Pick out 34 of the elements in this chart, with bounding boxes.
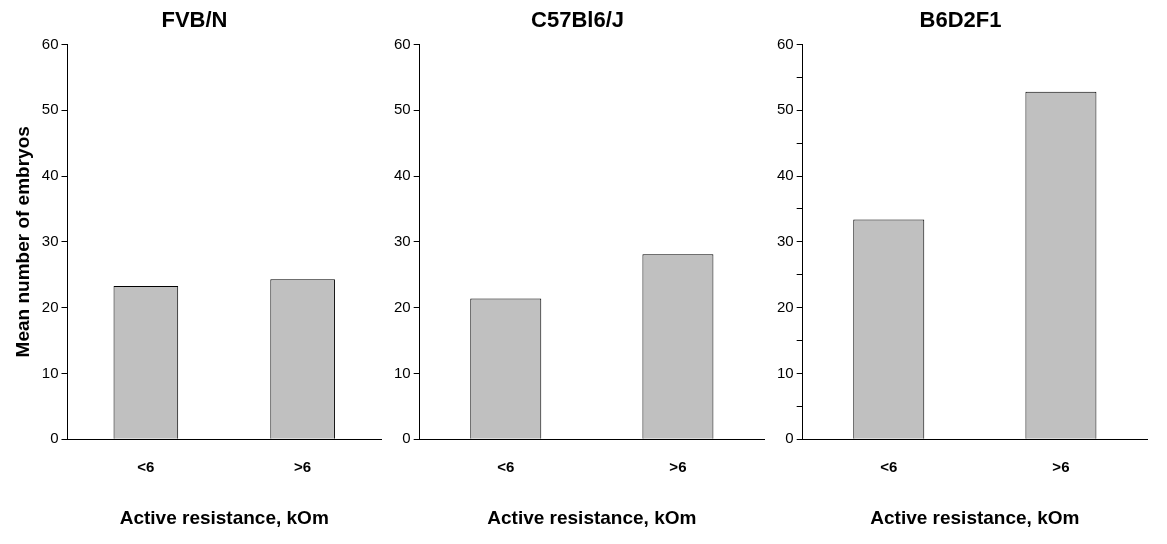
y-tick-label: 20 <box>41 297 59 315</box>
y-tick-label: 10 <box>394 363 411 381</box>
y-tick-label: 20 <box>777 297 794 315</box>
y-tick-label: 40 <box>777 166 794 184</box>
y-tick-label: 30 <box>394 231 411 249</box>
y-tick-label: 30 <box>41 231 59 249</box>
x-axis-title: Active resistance, kOm <box>870 506 1080 528</box>
y-tick-label: 40 <box>41 166 59 184</box>
y-tick-label: 60 <box>41 34 59 52</box>
x-tick-label: <6 <box>497 458 515 476</box>
y-tick-label: 10 <box>777 363 794 381</box>
y-tick-label: 0 <box>785 429 794 447</box>
x-tick-label: >6 <box>1052 458 1070 476</box>
y-axis-title: Mean number of embryos <box>11 126 33 358</box>
x-axis-title: Active resistance, kOm <box>119 506 329 528</box>
chart-title: C57Bl6/J <box>531 7 624 33</box>
y-tick-label: 50 <box>394 100 411 118</box>
y-tick-label: 50 <box>777 100 794 118</box>
chart-title: FVB/N <box>161 7 228 33</box>
x-tick-label: <6 <box>137 458 155 476</box>
x-axis-title: Active resistance, kOm <box>487 506 697 528</box>
x-tick-label: >6 <box>294 458 312 476</box>
y-tick-label: 30 <box>777 231 794 249</box>
y-tick-label: 50 <box>41 100 59 118</box>
y-tick-label: 60 <box>394 34 411 52</box>
y-tick-label: 0 <box>50 429 59 447</box>
y-tick-label: 10 <box>41 363 59 381</box>
x-tick-label: >6 <box>669 458 687 476</box>
y-tick-label: 60 <box>777 34 794 52</box>
y-tick-label: 40 <box>394 166 411 184</box>
x-tick-label: <6 <box>880 458 898 476</box>
y-tick-label: 0 <box>402 429 411 447</box>
chart-title: B6D2F1 <box>919 7 1002 33</box>
y-tick-label: 20 <box>394 297 411 315</box>
